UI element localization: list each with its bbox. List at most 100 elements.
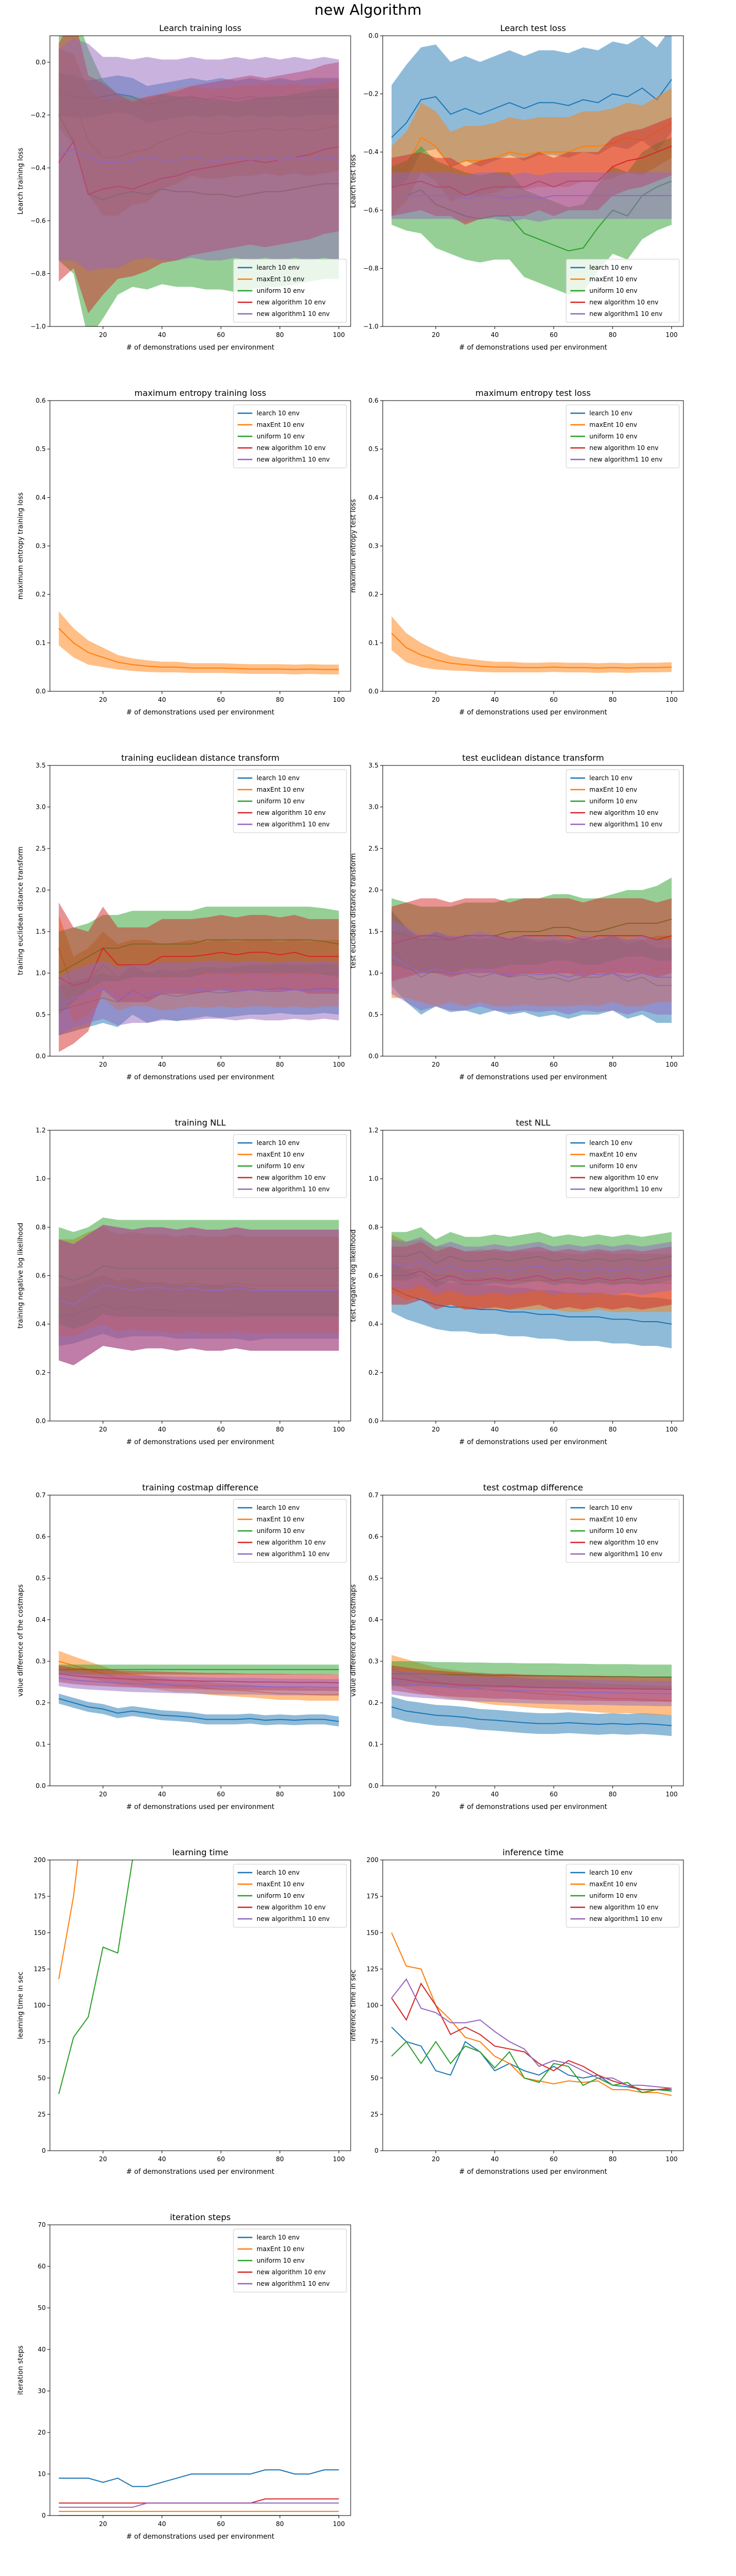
legend-box bbox=[566, 1134, 680, 1198]
legend-box bbox=[566, 1864, 680, 1928]
series-line-5 bbox=[58, 149, 339, 163]
legend: learch 10 env maxEnt 10 env uniform 10 env… bbox=[233, 1134, 347, 1198]
plot-area bbox=[391, 36, 672, 295]
y-tick-label: 0.3 bbox=[36, 543, 46, 550]
y-tick-label: 100 bbox=[366, 2002, 379, 2009]
x-tick-label: 60 bbox=[217, 1426, 225, 1433]
series-line-2 bbox=[391, 632, 672, 669]
legend-label: uniform 10 env bbox=[257, 433, 305, 440]
axes-frame bbox=[382, 765, 684, 1057]
band-5 bbox=[58, 1224, 339, 1366]
x-tick-label: 40 bbox=[490, 1061, 498, 1068]
plot-area bbox=[391, 1227, 672, 1348]
legend-label: uniform 10 env bbox=[589, 1162, 638, 1170]
chart-panel-10: test costmap difference # of demonstratio… bbox=[350, 1483, 684, 1811]
axes-frame bbox=[49, 765, 351, 1057]
legend-label: new algorithm1 10 env bbox=[589, 1185, 662, 1193]
y-tick-label: 0.0 bbox=[369, 688, 379, 695]
legend-label: new algorithm1 10 env bbox=[589, 821, 662, 828]
y-tick-label: 0.3 bbox=[369, 543, 379, 550]
series-line-4 bbox=[58, 947, 339, 986]
x-tick-label: 80 bbox=[276, 696, 284, 703]
band-5 bbox=[391, 1236, 672, 1295]
y-tick-label: 0.6 bbox=[369, 397, 379, 404]
legend-label: new algorithm1 10 env bbox=[257, 1915, 330, 1923]
y-tick-label: 1.5 bbox=[369, 928, 379, 935]
y-tick-label: 2.0 bbox=[36, 886, 46, 894]
y-tick-label: 175 bbox=[366, 1893, 379, 1900]
y-tick-label: 0.0 bbox=[36, 1782, 46, 1790]
y-tick-label: 0.6 bbox=[36, 1533, 46, 1540]
series-line-1 bbox=[391, 1706, 672, 1726]
y-tick-label: 1.2 bbox=[36, 1127, 46, 1134]
y-axis-label: value difference of the costmaps bbox=[17, 1584, 25, 1696]
y-tick-label: 0.7 bbox=[369, 1491, 379, 1499]
band-5 bbox=[391, 1669, 672, 1706]
y-tick-label: −1.0 bbox=[30, 323, 46, 330]
series-line-2 bbox=[58, 628, 339, 670]
y-tick-label: 0.8 bbox=[369, 1223, 379, 1231]
y-tick-label: 0.4 bbox=[36, 1321, 46, 1328]
legend-label: learch 10 env bbox=[589, 1139, 632, 1147]
legend: learch 10 env maxEnt 10 env uniform 10 env… bbox=[233, 1499, 347, 1563]
x-tick-label: 80 bbox=[276, 1061, 284, 1068]
legend-label: learch 10 env bbox=[589, 1869, 632, 1876]
y-tick-label: 1.2 bbox=[369, 1127, 379, 1134]
legend-label: new algorithm1 10 env bbox=[257, 456, 330, 463]
legend-label: new algorithm1 10 env bbox=[589, 1550, 662, 1558]
legend-label: learch 10 env bbox=[589, 774, 632, 782]
x-axis-label: # of demonstrations used per environment bbox=[459, 344, 607, 352]
legend-box bbox=[233, 1134, 347, 1198]
y-tick-label: 40 bbox=[38, 2346, 46, 2353]
x-tick-label: 40 bbox=[158, 1791, 166, 1798]
legend-label: new algorithm 10 env bbox=[257, 1904, 326, 1911]
y-tick-label: −0.4 bbox=[363, 148, 379, 156]
x-tick-label: 100 bbox=[333, 2520, 345, 2528]
legend: learch 10 env maxEnt 10 env uniform 10 env… bbox=[233, 404, 347, 468]
y-tick-label: 0.5 bbox=[369, 1011, 379, 1018]
y-tick-label: −0.2 bbox=[363, 90, 379, 98]
band-5 bbox=[391, 919, 672, 1015]
x-axis-label: # of demonstrations used per environment bbox=[126, 2168, 274, 2176]
chart-title: test costmap difference bbox=[483, 1483, 583, 1493]
chart-title: training euclidean distance transform bbox=[121, 753, 279, 763]
series-line-5 bbox=[58, 989, 339, 1007]
y-tick-label: 3.0 bbox=[369, 803, 379, 811]
x-tick-label: 20 bbox=[99, 2520, 107, 2528]
chart-panel-13: iteration steps # of demonstrations used … bbox=[17, 2212, 351, 2541]
y-tick-label: 2.5 bbox=[369, 845, 379, 852]
legend-label: learch 10 env bbox=[257, 2234, 300, 2241]
x-tick-label: 80 bbox=[276, 1426, 284, 1433]
legend: learch 10 env maxEnt 10 env uniform 10 env… bbox=[566, 404, 680, 468]
x-tick-label: 80 bbox=[609, 1426, 617, 1433]
y-tick-label: 0.5 bbox=[36, 445, 46, 453]
x-axis-label: # of demonstrations used per environment bbox=[126, 344, 274, 352]
legend-label: new algorithm 10 env bbox=[589, 1539, 659, 1546]
legend-label: uniform 10 env bbox=[589, 287, 638, 294]
legend-box bbox=[233, 2229, 347, 2293]
y-tick-label: 0.3 bbox=[36, 1658, 46, 1665]
x-axis-label: # of demonstrations used per environment bbox=[459, 1438, 607, 1446]
y-tick-label: 0.0 bbox=[369, 1417, 379, 1425]
chart-title: Learch training loss bbox=[159, 23, 242, 33]
legend: learch 10 env maxEnt 10 env uniform 10 env… bbox=[233, 1864, 347, 1928]
y-tick-label: 0 bbox=[42, 2147, 46, 2154]
series-line-5 bbox=[58, 1677, 339, 1688]
legend-label: maxEnt 10 env bbox=[589, 786, 637, 793]
legend-label: new algorithm 10 env bbox=[257, 1174, 326, 1181]
plot-area bbox=[391, 1932, 672, 2096]
series-line-1 bbox=[58, 2469, 339, 2487]
legend-label: maxEnt 10 env bbox=[589, 1880, 637, 1888]
y-axis-label: maximum entropy training loss bbox=[17, 492, 25, 599]
legend: learch 10 env maxEnt 10 env uniform 10 env… bbox=[233, 259, 347, 323]
x-tick-label: 20 bbox=[99, 1426, 107, 1433]
y-tick-label: 175 bbox=[34, 1893, 46, 1900]
legend-label: maxEnt 10 env bbox=[589, 1516, 637, 1523]
chart-title: learning time bbox=[172, 1847, 229, 1857]
y-tick-label: 30 bbox=[38, 2387, 46, 2395]
series-line-4 bbox=[58, 2498, 339, 2504]
legend-label: maxEnt 10 env bbox=[257, 1151, 304, 1158]
chart-title: test euclidean distance transform bbox=[462, 753, 604, 763]
y-tick-label: 25 bbox=[38, 2111, 46, 2118]
